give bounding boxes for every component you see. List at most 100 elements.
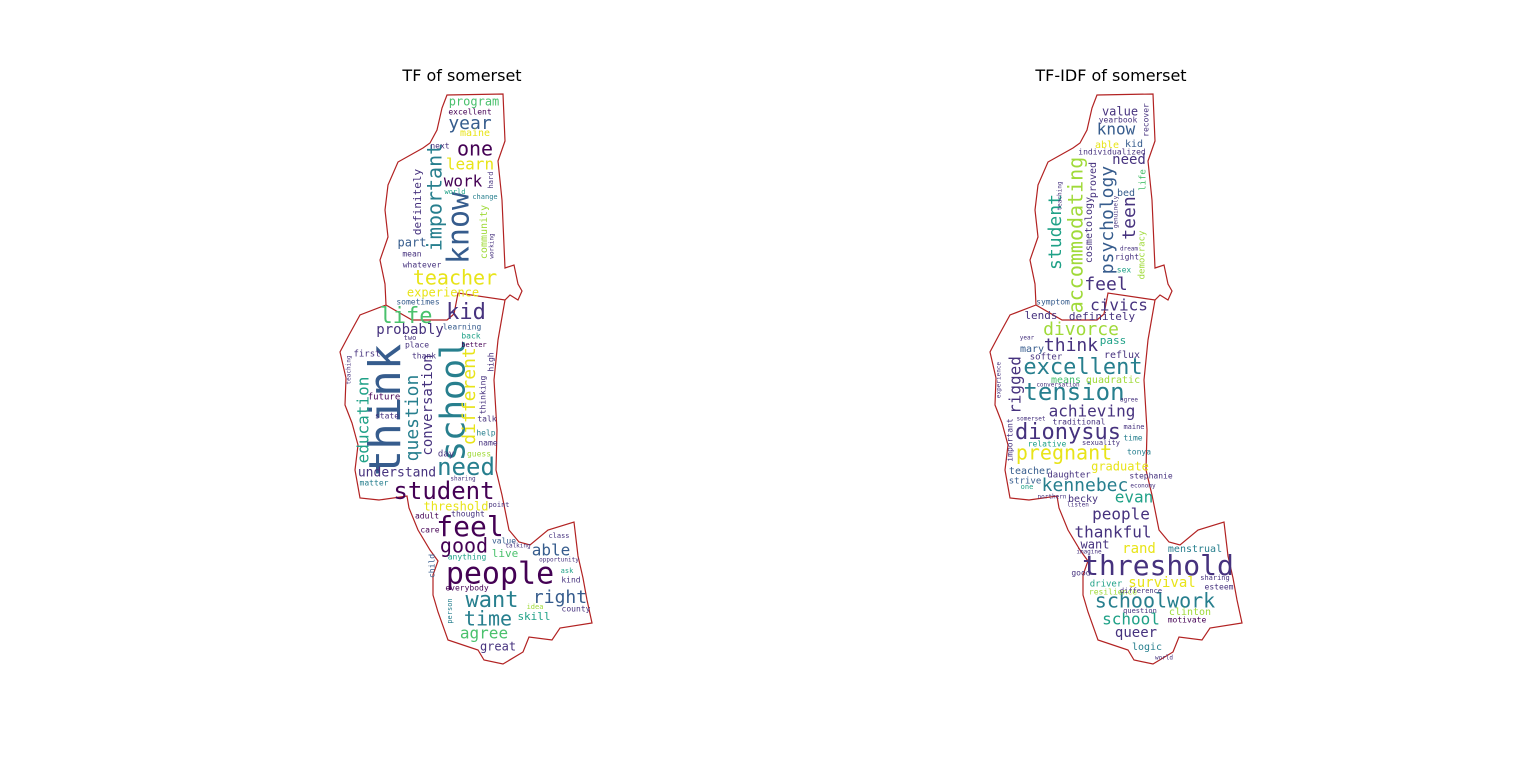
word-probably: probably <box>376 322 443 338</box>
word-queer: queer <box>1115 625 1157 641</box>
word-kennebec: kennebec <box>1042 475 1129 496</box>
word-menstrual: menstrual <box>1168 544 1222 555</box>
word-bed: bed <box>1117 188 1135 199</box>
word-world: world <box>1155 655 1173 662</box>
word-program: program <box>449 95 500 109</box>
word-cosmetology: cosmetology <box>1084 197 1095 263</box>
word-sometimes: sometimes <box>396 298 440 307</box>
word-part: part <box>398 236 427 250</box>
word-genuinely: genuinely <box>1113 195 1120 228</box>
tfidf-title: TF-IDF of somerset <box>1035 66 1187 85</box>
word-matter: matter <box>360 479 389 488</box>
word-question: question <box>402 375 423 462</box>
word-teen: teen <box>1119 196 1140 239</box>
tf-title: TF of somerset <box>402 66 522 85</box>
word-know: know <box>442 191 477 264</box>
word-agree: agree <box>1120 397 1138 404</box>
word-accommodating: accommodating <box>1064 157 1088 314</box>
word-life: life <box>1139 169 1149 191</box>
word-threshold: threshold <box>1082 549 1234 582</box>
word-tension: tension <box>1023 378 1124 406</box>
word-important: important <box>423 143 447 251</box>
word-right: right <box>1115 253 1139 262</box>
word-means: means <box>1051 375 1081 386</box>
word-time: time <box>464 607 512 631</box>
word-lends: lends <box>1024 309 1057 322</box>
word-need: need <box>437 453 495 481</box>
word-conversation: conversation <box>1036 382 1080 389</box>
word-talk: talk <box>477 415 496 424</box>
word-think: think <box>360 344 411 476</box>
word-maine: maine <box>460 128 490 139</box>
word-pass: pass <box>1100 334 1127 347</box>
word-skill: skill <box>517 610 550 623</box>
word-civics: civics <box>1090 296 1148 315</box>
word-think: think <box>1044 335 1098 356</box>
word-yearbook: yearbook <box>1099 116 1138 125</box>
word-resilience: resilience <box>1089 588 1137 597</box>
word-teaching: teaching <box>346 355 353 384</box>
word-class: class <box>548 532 569 540</box>
word-logic: logic <box>1132 642 1162 653</box>
word-able: able <box>532 541 571 560</box>
word-year: year <box>448 113 492 134</box>
word-schoolwork: schoolwork <box>1095 589 1215 613</box>
tfidf-panel: TF-IDF of somerset <box>768 0 1536 757</box>
word-first: first <box>353 350 380 360</box>
word-economy: economy <box>1130 483 1156 490</box>
word-learning: learning <box>443 323 482 332</box>
word-day: day <box>438 450 455 460</box>
word-rigged: rigged <box>1006 356 1025 414</box>
word-anything: anything <box>448 553 487 562</box>
word-psychology: psychology <box>1097 166 1118 275</box>
word-ask: ask <box>561 567 574 575</box>
word-mary: mary <box>1020 344 1044 355</box>
word-individualized: individualized <box>1078 148 1146 157</box>
word-community: community <box>479 205 490 259</box>
word-tonya: tonya <box>1127 448 1151 457</box>
word-kid: kid <box>1125 139 1143 150</box>
word-driver: driver <box>1090 580 1123 590</box>
word-difference: difference <box>1120 587 1162 595</box>
word-two: two <box>404 334 417 342</box>
word-school: school <box>434 339 474 462</box>
word-change: change <box>472 193 497 201</box>
word-thank: thank <box>412 352 436 361</box>
word-value: value <box>492 537 516 546</box>
word-somerset: somerset <box>1017 416 1046 423</box>
word-talking: talking <box>505 543 531 550</box>
word-student: student <box>393 477 494 505</box>
word-future: future <box>368 393 401 403</box>
word-help: help <box>476 429 495 438</box>
word-everybody: everybody <box>445 584 489 593</box>
word-guess: guess <box>467 450 491 459</box>
word-dream: dream <box>1120 246 1138 253</box>
word-sharing: sharing <box>450 476 476 483</box>
word-want: want <box>1081 538 1110 552</box>
word-know: know <box>1097 120 1136 139</box>
word-definitely: definitely <box>1069 310 1136 323</box>
word-whatever: whatever <box>403 261 442 270</box>
word-hard: hard <box>487 172 495 189</box>
word-traditional: traditional <box>1053 418 1106 427</box>
word-kid: kid <box>446 300 486 325</box>
word-motivate: motivate <box>1168 616 1207 625</box>
word-listen: listen <box>1067 502 1089 509</box>
word-experience: experience <box>996 362 1003 399</box>
word-person: person <box>446 598 454 623</box>
word-right: right <box>533 587 587 608</box>
word-important: important <box>1006 418 1015 462</box>
word-conversation: conversation <box>420 354 436 455</box>
word-sharing: sharing <box>1200 574 1230 582</box>
word-feel: feel <box>1084 274 1127 295</box>
word-teaching: teaching <box>1057 181 1064 210</box>
word-adult: adult <box>415 512 439 521</box>
word-esteem: esteem <box>1205 583 1234 592</box>
word-world: world <box>444 188 465 196</box>
word-thinking: thinking <box>479 376 488 415</box>
word-want: want <box>466 588 519 613</box>
word-live: live <box>492 547 519 560</box>
word-mean: mean <box>402 250 421 259</box>
word-idea: idea <box>527 603 544 611</box>
